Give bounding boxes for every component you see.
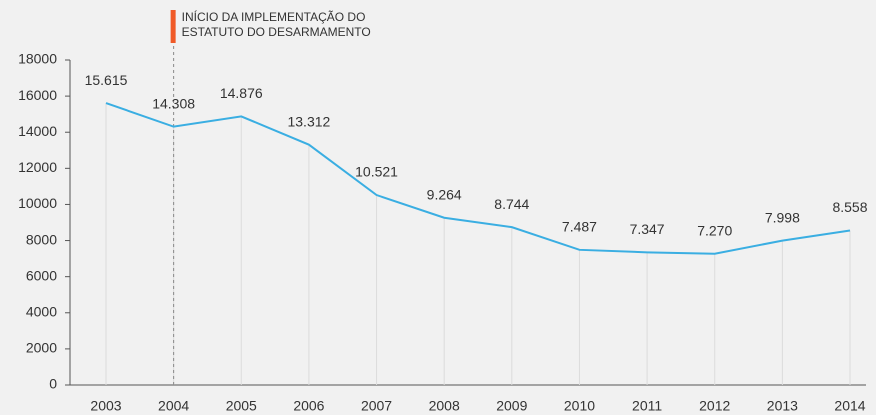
data-label: 8.744	[494, 196, 529, 212]
data-label: 15.615	[85, 72, 128, 88]
x-tick-label: 2009	[496, 398, 527, 414]
y-tick-label: 12000	[18, 159, 57, 175]
x-tick-label: 2007	[361, 398, 392, 414]
y-tick-label: 0	[49, 376, 57, 392]
y-tick-label: 10000	[18, 195, 57, 211]
data-label: 14.876	[220, 85, 263, 101]
data-label: 8.558	[832, 199, 867, 215]
x-tick-label: 2006	[293, 398, 324, 414]
x-tick-label: 2005	[226, 398, 257, 414]
annotation-text: ESTATUTO DO DESARMAMENTO	[182, 25, 371, 39]
annotation-marker	[170, 10, 176, 43]
y-tick-label: 14000	[18, 123, 57, 139]
data-label: 9.264	[427, 186, 462, 202]
x-tick-label: 2008	[429, 398, 460, 414]
data-label: 7.347	[630, 221, 665, 237]
x-tick-label: 2013	[767, 398, 798, 414]
annotation-text: INÍCIO DA IMPLEMENTAÇÃO DO	[182, 9, 366, 24]
y-tick-label: 4000	[26, 303, 57, 319]
data-label: 7.270	[697, 222, 732, 238]
x-tick-label: 2003	[90, 398, 121, 414]
y-tick-label: 8000	[26, 231, 57, 247]
y-tick-label: 2000	[26, 340, 57, 356]
line	[105, 102, 851, 255]
x-tick-label: 2010	[564, 398, 595, 414]
data-label: 7.487	[562, 219, 597, 235]
x-tick-label: 2011	[632, 398, 662, 414]
data-label: 7.998	[765, 209, 800, 225]
data-label: 10.521	[355, 164, 398, 180]
data-label: 13.312	[287, 113, 330, 129]
data-label: 14.308	[152, 95, 195, 111]
y-tick-label: 18000	[18, 51, 57, 67]
x-tick-label: 2012	[699, 398, 730, 414]
y-tick-label: 16000	[18, 87, 57, 103]
x-tick-label: 2014	[834, 398, 865, 414]
x-tick-label: 2004	[158, 398, 189, 414]
y-tick-label: 6000	[26, 267, 57, 283]
